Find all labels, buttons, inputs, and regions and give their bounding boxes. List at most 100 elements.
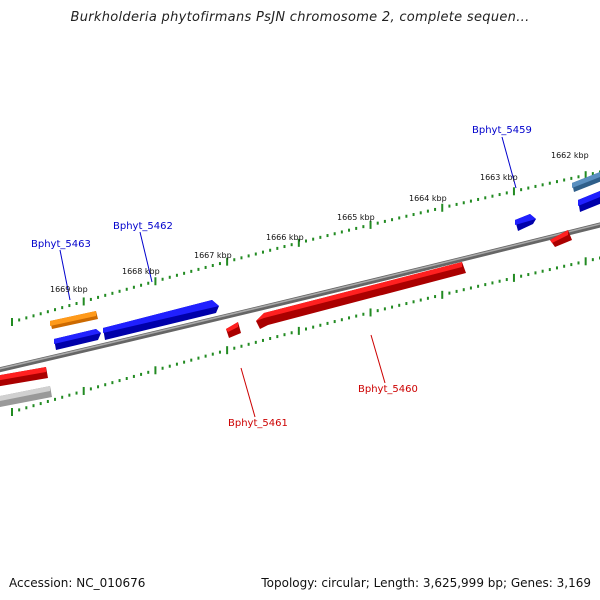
gene-bphyt-5459[interactable] [515, 214, 536, 231]
inner-ruler-tick [326, 321, 329, 325]
inner-ruler-tick [240, 344, 243, 348]
outer-ruler-tick [183, 271, 186, 275]
inner-ruler-tick [340, 318, 343, 322]
gene-label-bphyt-5460[interactable]: Bphyt_5460 [358, 384, 418, 395]
gene-label-bphyt-5461[interactable]: Bphyt_5461 [228, 418, 288, 429]
gene-gray-left[interactable] [0, 386, 52, 408]
outer-ruler-tick [426, 209, 429, 213]
gene-bphyt-5460[interactable] [256, 262, 466, 329]
inner-ruler-tick [233, 346, 236, 350]
inner-ruler-tick [362, 312, 365, 316]
inner-ruler-tick [132, 374, 135, 378]
outer-ruler-tick [362, 225, 365, 229]
gene-red-right[interactable] [550, 230, 572, 247]
outer-ruler-tick [75, 302, 78, 306]
outer-ruler [11, 170, 600, 326]
outer-ruler-tick [376, 221, 379, 225]
outer-ruler-tick [369, 220, 372, 229]
outer-ruler-tick [161, 277, 164, 281]
outer-ruler-tick [25, 316, 28, 320]
outer-ruler-tick [484, 196, 487, 200]
inner-ruler-tick [39, 402, 42, 406]
inner-ruler-tick [54, 397, 57, 401]
outer-ruler-tick [477, 197, 480, 201]
inner-ruler-tick [211, 352, 214, 356]
outer-ruler-tick [118, 289, 121, 293]
outer-ruler-tick [247, 254, 250, 258]
inner-ruler-tick [111, 381, 114, 385]
inner-ruler-tick [147, 370, 150, 374]
inner-ruler-tick [577, 261, 580, 265]
gene-label-bphyt-5459[interactable]: Bphyt_5459 [472, 125, 532, 136]
inner-ruler-tick [283, 333, 286, 337]
outer-ruler-tick [254, 252, 257, 256]
outer-ruler-tick [555, 180, 558, 184]
gene-bphyt-5463[interactable] [54, 329, 101, 350]
outer-ruler-tick [391, 218, 394, 222]
outer-ruler-tick [577, 175, 580, 179]
inner-ruler-tick [498, 279, 501, 283]
inner-ruler-tick [548, 268, 551, 272]
gene-label-bphyt-5463[interactable]: Bphyt_5463 [31, 239, 91, 250]
leader-line-5461 [240, 367, 256, 418]
inner-ruler-tick [61, 395, 64, 399]
tick-label-1664: 1664 kbp [409, 194, 447, 203]
inner-ruler-tick [75, 391, 78, 395]
inner-ruler-tick [419, 298, 422, 302]
gene-label-bphyt-5462[interactable]: Bphyt_5462 [113, 221, 173, 232]
outer-ruler-tick [104, 293, 107, 297]
inner-ruler-tick [118, 379, 121, 383]
inner-ruler-tick [32, 404, 35, 408]
inner-ruler-tick [505, 278, 508, 282]
inner-ruler-tick [369, 308, 372, 317]
outer-ruler-tick [326, 234, 329, 238]
outer-ruler-tick [190, 269, 193, 273]
outer-ruler-tick [18, 318, 21, 322]
outer-ruler-tick [39, 312, 42, 316]
outer-ruler-tick [505, 191, 508, 195]
inner-ruler-tick [168, 364, 171, 368]
gene-bphyt-5463-orange[interactable] [50, 311, 98, 329]
outer-ruler-tick [563, 178, 566, 182]
inner-ruler-tick [269, 337, 272, 340]
leader-line-5460 [370, 334, 386, 384]
tick-label-1666: 1666 kbp [266, 233, 304, 242]
outer-ruler-tick [312, 237, 315, 241]
outer-ruler-tick [46, 310, 49, 314]
outer-ruler-tick [89, 297, 92, 301]
outer-ruler-tick [498, 193, 501, 197]
tick-label-1669: 1669 kbp [50, 285, 88, 294]
gene-red-left[interactable] [0, 367, 48, 387]
outer-ruler-tick [211, 264, 214, 268]
outer-ruler-tick [111, 291, 114, 295]
inner-ruler-tick [412, 300, 415, 304]
inner-ruler-tick [25, 406, 28, 410]
inner-ruler-tick [290, 331, 293, 335]
gene-bphyt-5461[interactable] [226, 322, 241, 338]
inner-ruler-tick [261, 338, 264, 342]
inner-ruler-tick [140, 372, 143, 376]
inner-ruler-tick [348, 316, 351, 320]
inner-ruler-tick [383, 307, 386, 311]
outer-ruler-tick [398, 216, 401, 220]
inner-ruler-tick [584, 257, 587, 266]
outer-ruler-tick [355, 226, 358, 230]
tick-label-1662: 1662 kbp [551, 151, 589, 160]
outer-ruler-tick [570, 176, 573, 180]
gene-steelblue[interactable] [572, 172, 600, 192]
outer-ruler-tick [541, 183, 544, 187]
inner-ruler-tick [462, 288, 465, 292]
inner-ruler-tick [254, 340, 257, 344]
outer-ruler-tick [319, 235, 322, 239]
inner-ruler-tick [305, 327, 307, 331]
inner-ruler-tick [161, 366, 164, 370]
map-title: Burkholderia phytofirmans PsJN chromosom… [70, 10, 530, 25]
leader-line-5463 [59, 249, 71, 301]
inner-ruler-tick [312, 325, 315, 329]
gene-bphyt-5462[interactable] [103, 300, 219, 340]
inner-ruler-tick [405, 302, 408, 306]
outer-ruler-tick [534, 184, 537, 188]
inner-ruler-tick [563, 264, 566, 268]
inner-ruler-tick [218, 350, 221, 354]
gene-forward-edge[interactable] [578, 191, 600, 212]
